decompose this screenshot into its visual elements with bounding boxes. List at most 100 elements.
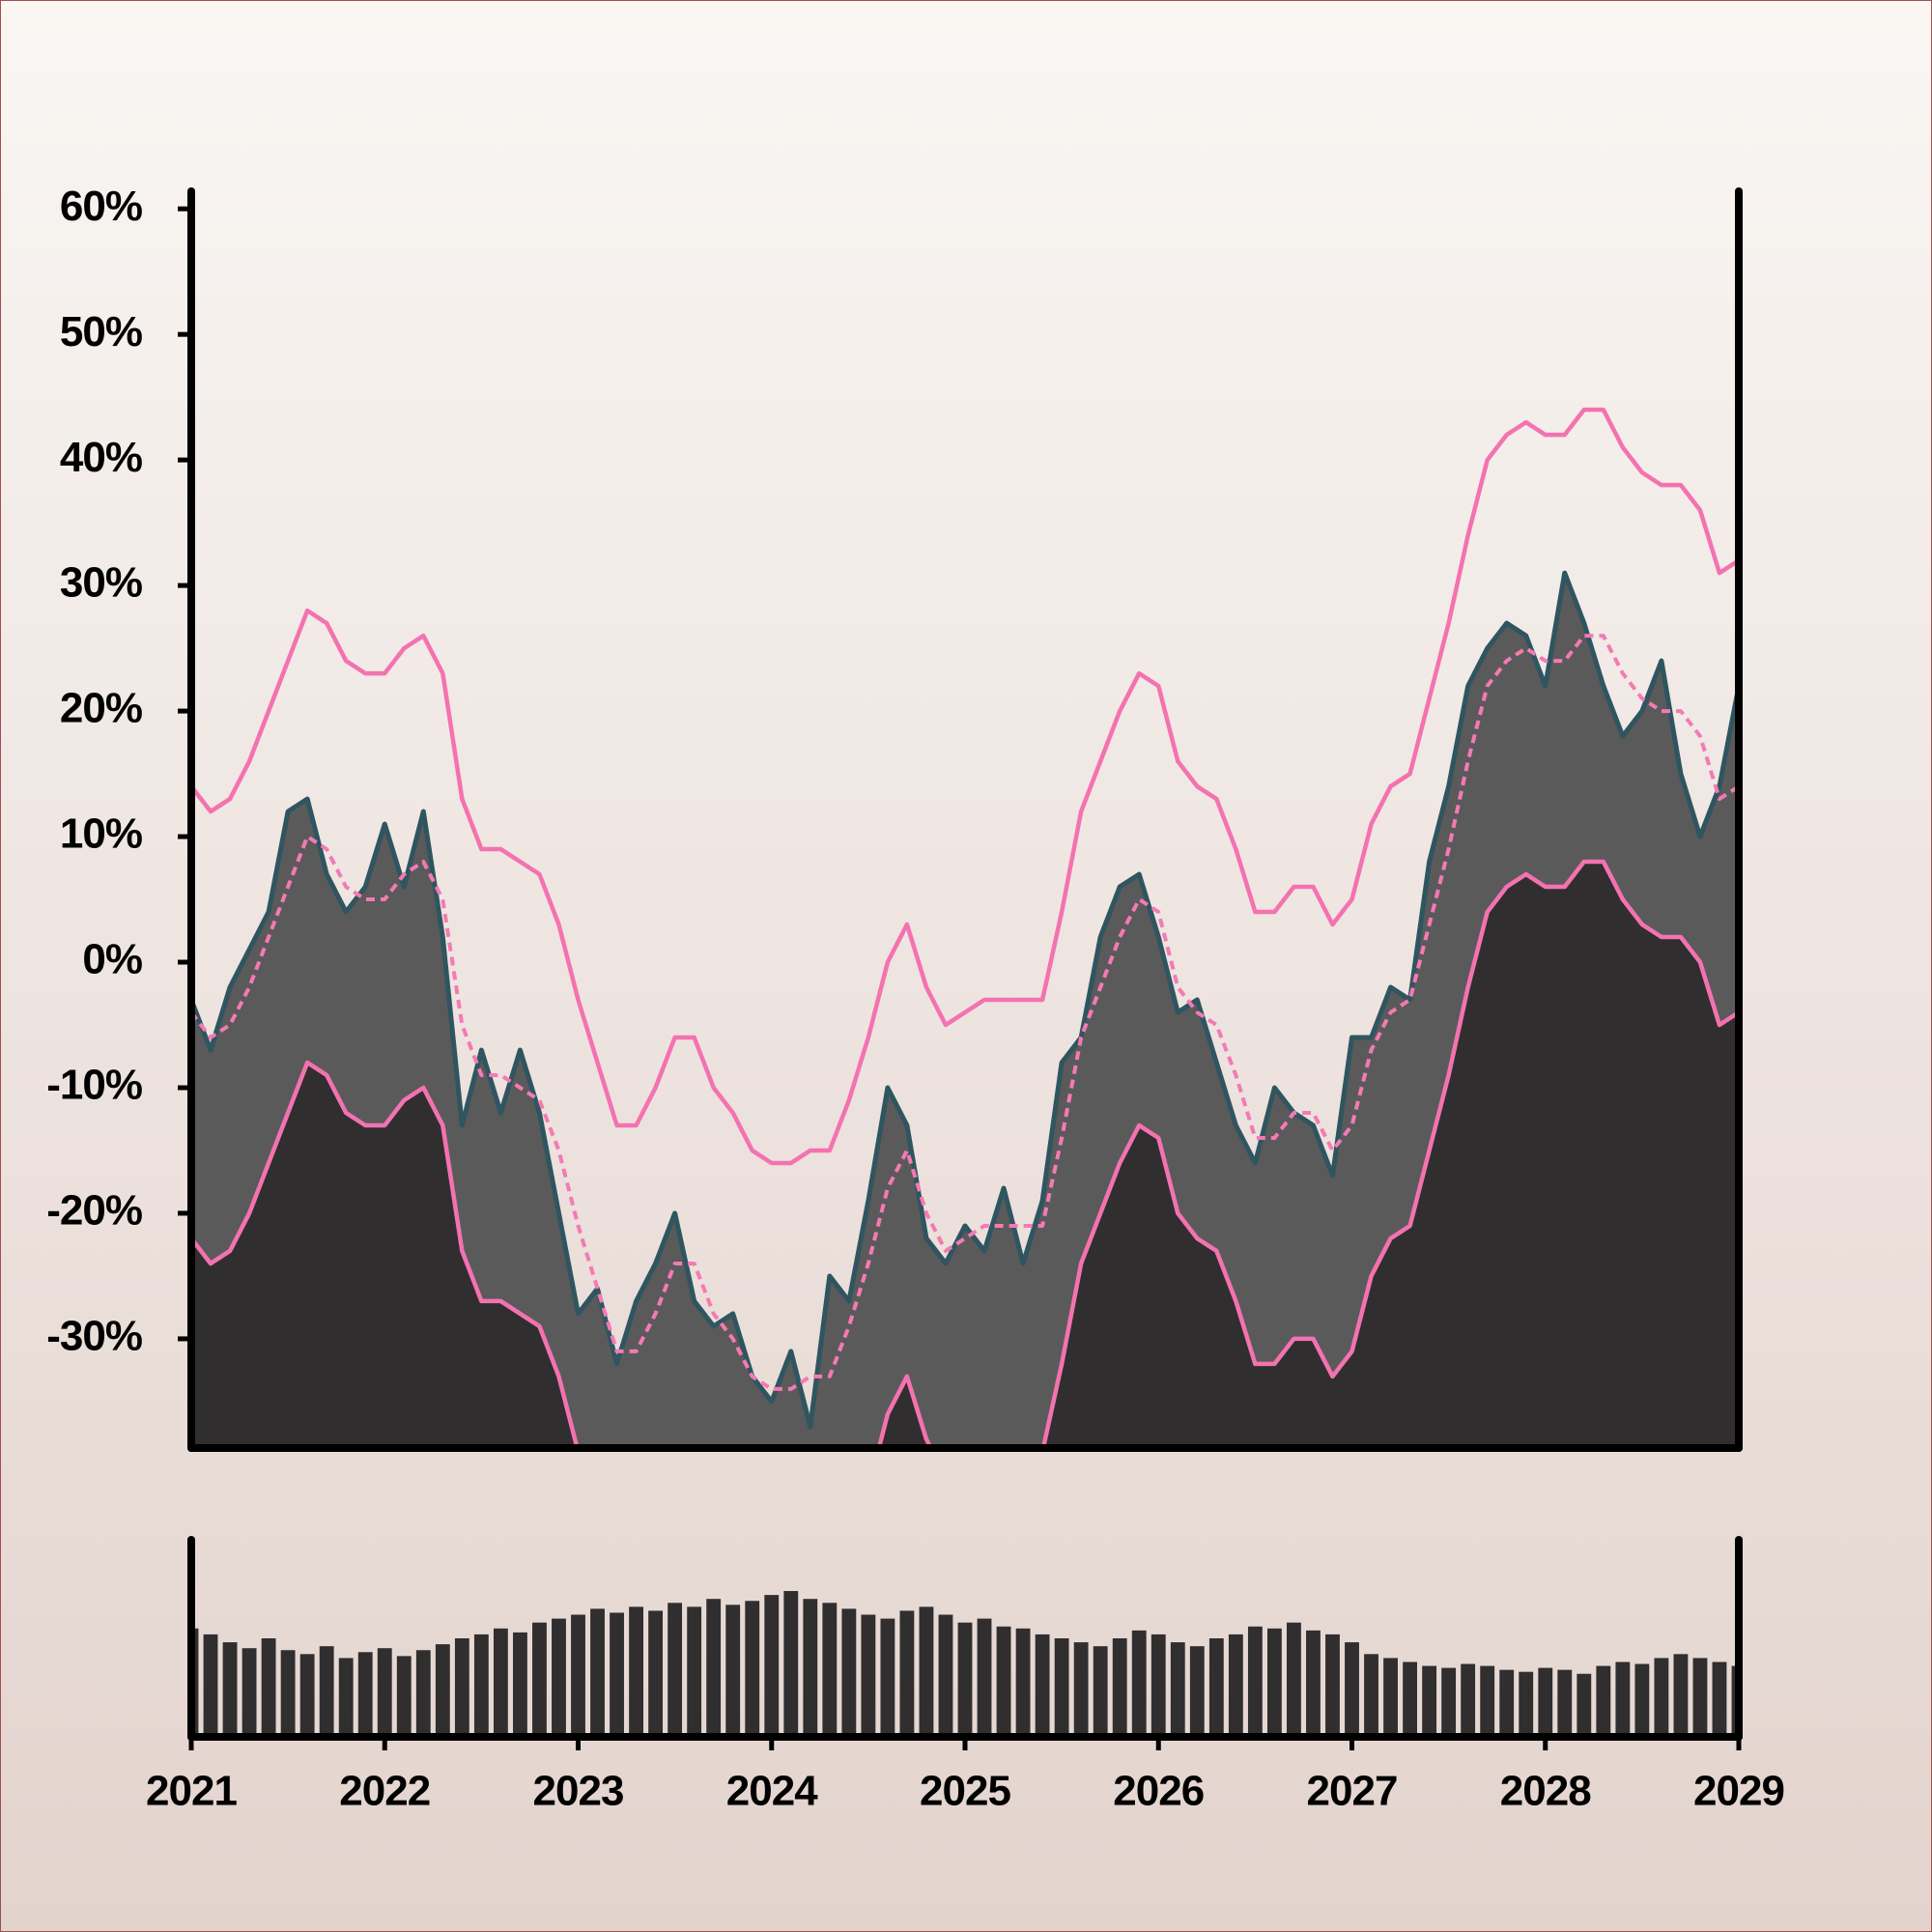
x-tick-label: 2024	[726, 1768, 818, 1815]
volume-bar	[1480, 1665, 1495, 1737]
volume-bar	[861, 1614, 876, 1737]
price-area	[191, 573, 1739, 1448]
volume-bar	[261, 1638, 276, 1737]
volume-bar	[1189, 1646, 1205, 1737]
y-tick-label: 30%	[60, 559, 142, 607]
volume-bar	[1035, 1634, 1050, 1737]
volume-bar	[473, 1634, 489, 1737]
volume-bar	[1461, 1663, 1476, 1737]
volume-bar	[745, 1601, 760, 1737]
volume-bar	[1596, 1665, 1611, 1737]
volume-bar	[1151, 1634, 1166, 1737]
plot-area	[191, 407, 1739, 1448]
volume-bar	[222, 1642, 238, 1737]
volume-bar	[532, 1622, 547, 1737]
volume-bar	[1015, 1628, 1031, 1737]
y-tick-label: 10%	[60, 810, 142, 858]
volume-bar	[242, 1648, 257, 1737]
moving-average-line	[191, 634, 1739, 1391]
volume-bar	[1634, 1663, 1650, 1737]
volume-bar	[783, 1591, 799, 1737]
volume-bar	[1422, 1665, 1437, 1737]
volume-bar	[552, 1618, 566, 1737]
volume-bar	[1345, 1642, 1359, 1737]
volume-bar	[1712, 1662, 1727, 1737]
volume-bar	[1266, 1628, 1282, 1737]
volume-bar	[938, 1614, 953, 1737]
volume-bar	[1673, 1654, 1689, 1737]
volume-bar	[319, 1646, 334, 1737]
volume-bar	[996, 1626, 1011, 1737]
x-tick-label: 2023	[533, 1768, 624, 1815]
volume-bar	[1692, 1658, 1708, 1737]
volume-bar	[822, 1603, 838, 1737]
volume-bar	[687, 1606, 702, 1737]
volume-bar	[1383, 1658, 1398, 1737]
lower-band-line	[191, 859, 1739, 1448]
volume-bar	[1538, 1667, 1553, 1737]
volume-bar	[1112, 1638, 1127, 1737]
volume-bar	[513, 1632, 527, 1737]
volume-bar	[377, 1648, 392, 1737]
volume-bar	[299, 1654, 315, 1737]
volume-bar	[919, 1606, 934, 1737]
volume-bar	[1403, 1662, 1417, 1737]
volume-bar	[415, 1650, 431, 1737]
volume-bar	[1306, 1630, 1321, 1737]
volume-bar	[668, 1603, 683, 1737]
volume-bar	[396, 1656, 412, 1737]
volume-bar	[1287, 1622, 1301, 1737]
volume-bar	[957, 1622, 973, 1737]
volume-bar	[706, 1599, 722, 1737]
volume-bar	[1519, 1671, 1534, 1737]
volume-bar	[1073, 1642, 1089, 1737]
volume-bar	[203, 1634, 218, 1737]
volume-bar	[1557, 1669, 1573, 1737]
x-tick-label: 2026	[1113, 1768, 1204, 1815]
volume-bar	[629, 1606, 643, 1737]
volume-bar	[1093, 1646, 1108, 1737]
volume-bar	[1247, 1626, 1263, 1737]
y-tick-label: 0%	[82, 936, 142, 983]
upper-band-line	[191, 407, 1739, 1166]
volume-bar	[338, 1658, 354, 1737]
volume-bar	[899, 1610, 915, 1737]
volume-bar	[1228, 1634, 1243, 1737]
volume-bar	[590, 1608, 605, 1737]
volume-bar	[725, 1605, 741, 1737]
volume-bar	[1615, 1662, 1631, 1737]
y-tick-label: -20%	[46, 1187, 142, 1235]
volume-panel	[195, 1591, 1735, 1737]
volume-bar	[1054, 1638, 1069, 1737]
axes: -30% -20% -10% 0% 10% 20% 30% 40% 50% 60% 2021 2022…	[46, 183, 1785, 1815]
x-tick-label: 2028	[1500, 1768, 1591, 1815]
volume-bar	[195, 1628, 199, 1737]
y-tick-label: 20%	[60, 685, 142, 732]
volume-bar	[610, 1612, 624, 1737]
volume-bar	[1170, 1642, 1185, 1737]
volume-bar	[571, 1614, 585, 1737]
volume-bar	[648, 1610, 664, 1737]
volume-bar	[1208, 1638, 1224, 1737]
volume-bar	[493, 1628, 508, 1737]
x-tick-label: 2029	[1693, 1768, 1784, 1815]
y-tick-label: 40%	[60, 434, 142, 481]
x-tick-label: 2022	[339, 1768, 430, 1815]
volume-bar	[1325, 1634, 1340, 1737]
volume-bar	[880, 1618, 895, 1737]
volume-bar	[803, 1599, 818, 1737]
volume-bar	[1499, 1669, 1515, 1737]
volume-bar	[280, 1650, 296, 1737]
price-line	[191, 570, 1739, 1430]
volume-bar	[435, 1644, 450, 1737]
volume-bar	[764, 1595, 780, 1737]
volume-bar	[977, 1618, 992, 1737]
volume-bar	[1131, 1630, 1147, 1737]
x-tick-label: 2027	[1307, 1768, 1398, 1815]
volume-bar	[1364, 1654, 1378, 1737]
x-tick-label: 2025	[920, 1768, 1010, 1815]
volume-bar	[454, 1638, 469, 1737]
y-tick-label: 50%	[60, 308, 142, 355]
x-tick-label: 2021	[146, 1768, 237, 1815]
